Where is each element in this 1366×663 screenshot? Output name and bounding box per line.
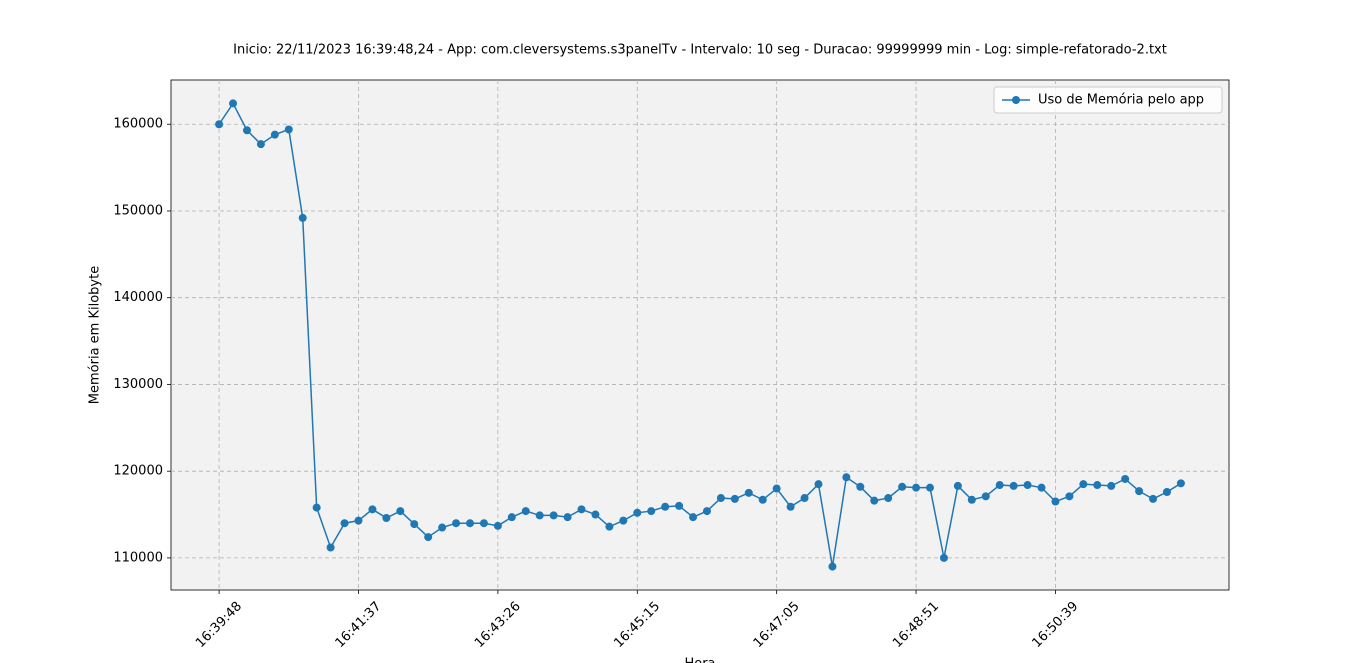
data-point — [619, 516, 628, 525]
data-point — [1135, 487, 1144, 496]
data-point — [772, 484, 781, 493]
data-point — [312, 503, 321, 512]
data-point — [424, 533, 433, 542]
data-point — [521, 507, 530, 516]
data-point — [1051, 497, 1060, 506]
data-point — [340, 519, 349, 528]
data-point — [953, 481, 962, 490]
y-tick-label: 130000 — [113, 377, 163, 392]
data-point — [689, 513, 698, 522]
y-axis-label: Memória em Kilobyte — [88, 266, 103, 404]
plot-area — [170, 79, 1230, 591]
data-point — [466, 519, 474, 528]
x-tick-label: 16:43:26 — [472, 599, 524, 651]
x-tick-label: 16:41:37 — [333, 599, 385, 651]
data-point — [661, 502, 670, 511]
data-point — [675, 501, 684, 510]
x-tick-label: 16:48:51 — [890, 599, 942, 651]
data-point — [647, 507, 656, 516]
data-point — [744, 488, 753, 497]
data-point — [229, 99, 238, 108]
data-point — [912, 483, 921, 492]
x-tick-label: 16:50:39 — [1030, 599, 1082, 651]
data-point — [967, 495, 976, 504]
x-axis-label: Hora — [684, 657, 715, 663]
data-point — [1121, 474, 1130, 483]
x-tick-label: 16:39:48 — [193, 599, 245, 651]
data-point — [1079, 480, 1088, 489]
data-point — [898, 482, 907, 491]
data-point — [507, 513, 516, 522]
data-point — [438, 523, 447, 532]
data-point — [479, 519, 488, 528]
data-point — [828, 562, 837, 571]
data-point — [1176, 479, 1185, 488]
data-point — [368, 505, 377, 514]
data-point — [800, 494, 809, 503]
data-point — [242, 126, 251, 135]
data-point — [1162, 487, 1171, 496]
data-point — [1037, 483, 1046, 492]
data-point — [215, 120, 224, 129]
data-point — [270, 130, 279, 139]
data-point — [591, 510, 600, 519]
y-tick-label: 150000 — [113, 203, 163, 218]
data-point — [939, 553, 948, 562]
data-point — [926, 483, 934, 492]
data-point — [298, 213, 307, 222]
data-point — [452, 519, 461, 528]
data-point — [633, 508, 642, 517]
data-point — [1149, 494, 1158, 503]
data-point — [716, 494, 725, 503]
legend-marker — [1012, 96, 1020, 104]
data-point — [995, 481, 1004, 490]
data-point — [1107, 481, 1116, 490]
data-point — [605, 522, 614, 531]
data-point — [326, 543, 335, 552]
data-point — [563, 513, 572, 522]
data-point — [1065, 492, 1074, 501]
data-point — [382, 514, 391, 523]
chart-title: Inicio: 22/11/2023 16:39:48,24 - App: co… — [233, 43, 1167, 58]
data-point — [702, 507, 711, 516]
data-point — [842, 473, 851, 482]
data-point — [549, 511, 558, 520]
data-point — [981, 492, 990, 501]
y-tick-label: 120000 — [113, 464, 163, 479]
data-point — [535, 511, 544, 520]
data-point — [1093, 481, 1102, 490]
data-point — [814, 480, 823, 489]
data-line — [218, 101, 1182, 567]
x-tick-label: 16:45:15 — [611, 599, 663, 651]
data-point — [856, 482, 865, 491]
data-point — [410, 520, 419, 529]
legend-box — [993, 86, 1223, 114]
data-point — [256, 140, 265, 149]
data-point — [493, 521, 502, 530]
data-point — [396, 507, 405, 516]
y-tick-label: 140000 — [113, 290, 163, 305]
y-tick-label: 110000 — [113, 550, 163, 565]
data-point — [884, 494, 893, 503]
y-tick-label: 160000 — [113, 117, 163, 132]
data-point — [354, 516, 363, 525]
data-point — [1009, 481, 1018, 490]
data-point — [730, 494, 739, 503]
x-tick-label: 16:47:05 — [751, 599, 803, 651]
data-point — [870, 496, 879, 505]
data-point — [284, 125, 293, 134]
data-point — [577, 505, 586, 514]
data-point — [1023, 481, 1032, 490]
legend-label: Uso de Memória pelo app — [1038, 93, 1204, 108]
data-point — [758, 495, 767, 504]
data-point — [786, 502, 795, 511]
legend: Uso de Memória pelo app — [993, 86, 1223, 114]
